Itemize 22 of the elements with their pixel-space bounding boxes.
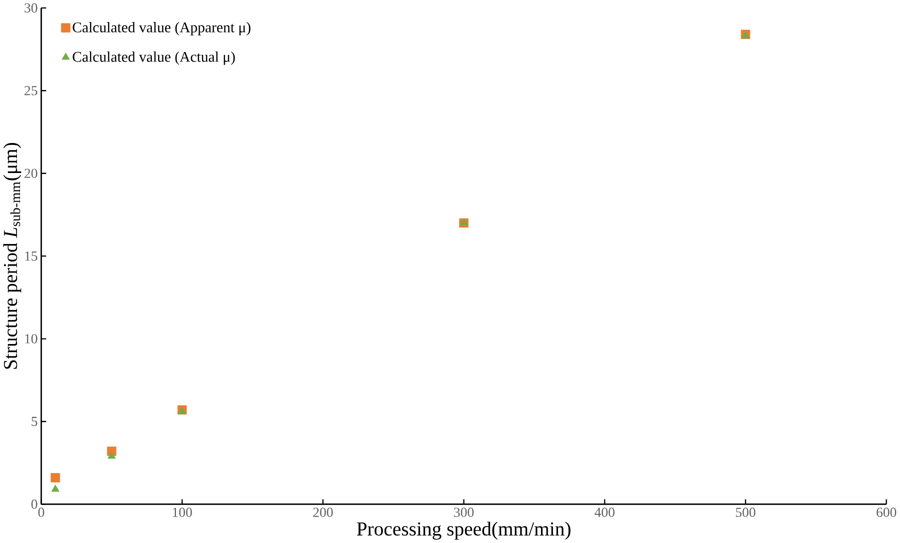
- x-tick-label: 0: [38, 508, 44, 518]
- legend-label: Calculated value (Actual μ): [72, 51, 235, 65]
- y-tick-label: 0: [31, 500, 38, 509]
- y-tick-label: 30: [24, 3, 38, 13]
- y-tick-label: 25: [24, 86, 38, 96]
- y-axis-title: Structure period L$_{sub-mm}$(μm): [3, 142, 22, 369]
- y-tick-label: 10: [25, 334, 38, 344]
- x-tick-label: 100: [172, 508, 192, 518]
- x-tick-label: 200: [313, 508, 333, 518]
- legend-label: Calculated value (Apparent μ): [72, 22, 250, 36]
- point: [108, 452, 116, 459]
- x-tick-label: 500: [736, 508, 756, 518]
- x-tick-label: 300: [454, 508, 474, 518]
- y-tick-label: 20: [24, 168, 38, 178]
- point: [50, 473, 60, 482]
- y-tick-label: 5: [32, 416, 38, 426]
- x-tick-label: 600: [876, 508, 896, 518]
- y-tick-label: 15: [25, 251, 38, 261]
- x-axis-title: Processing speed(mm/min): [356, 522, 570, 540]
- point: [460, 218, 468, 226]
- point: [51, 484, 60, 492]
- x-tick-label: 400: [594, 508, 614, 518]
